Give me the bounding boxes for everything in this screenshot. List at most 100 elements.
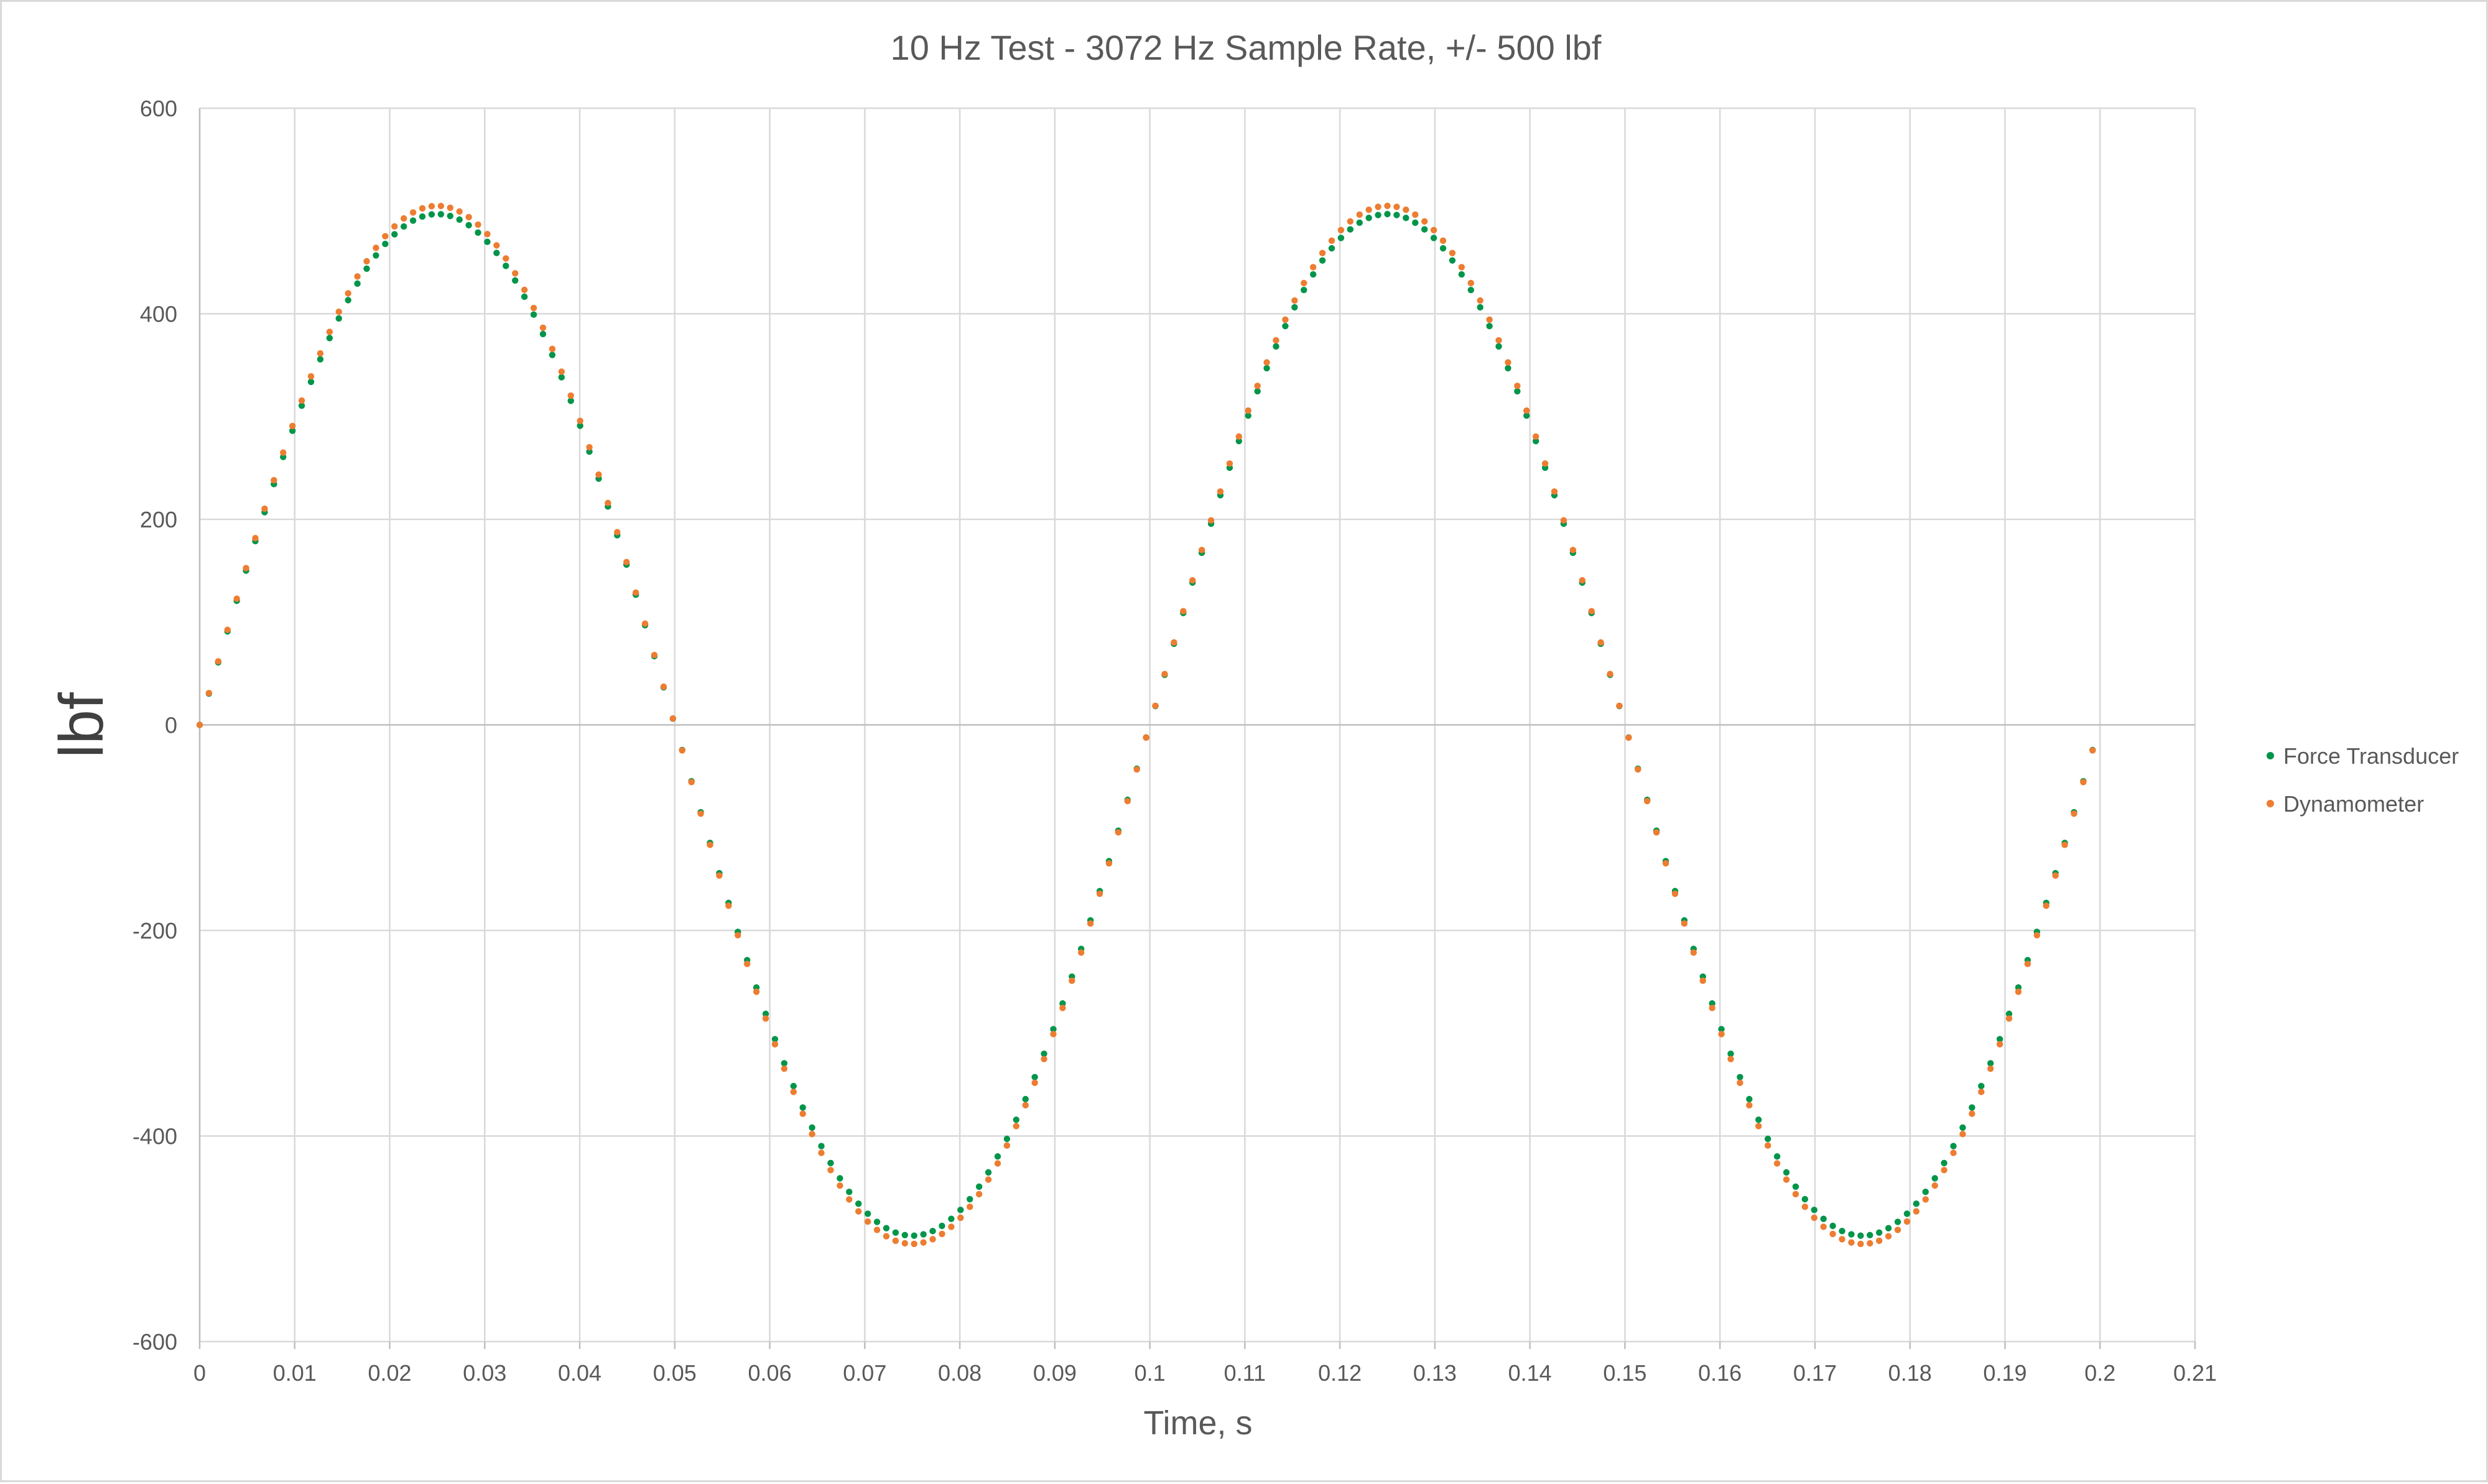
data-point (743, 960, 751, 968)
data-point (1365, 206, 1372, 213)
data-point (530, 305, 537, 312)
data-point (846, 1189, 853, 1195)
data-point (1347, 218, 1354, 225)
data-point (475, 229, 481, 236)
data-point (873, 1218, 881, 1225)
data-point (1718, 1031, 1725, 1037)
data-point (1430, 226, 1437, 234)
data-point (939, 1222, 945, 1230)
data-point (382, 241, 389, 248)
data-point (1337, 226, 1345, 234)
data-point (1263, 359, 1270, 366)
data-point (1245, 407, 1251, 414)
data-point (1439, 237, 1447, 244)
data-point (456, 216, 463, 223)
data-point (1282, 316, 1289, 323)
data-point (1301, 279, 1307, 287)
data-point (1690, 949, 1697, 956)
data-point (2024, 960, 2031, 968)
data-point (1625, 734, 1632, 741)
data-point (864, 1218, 871, 1225)
data-point (1171, 639, 1177, 646)
data-point (252, 534, 259, 542)
data-point (994, 1160, 1001, 1167)
y-tick-label: -200 (132, 918, 177, 944)
data-point (967, 1203, 973, 1210)
data-point (901, 1231, 908, 1239)
data-point (985, 1176, 992, 1183)
data-point (326, 328, 333, 335)
data-point (1458, 271, 1465, 278)
data-point (809, 1131, 815, 1138)
data-point (837, 1182, 843, 1189)
data-point (1059, 1000, 1066, 1007)
data-point (651, 651, 658, 659)
data-point (985, 1169, 992, 1176)
x-tick-label: 0.02 (368, 1360, 411, 1386)
data-point (456, 208, 463, 215)
data-point (1273, 336, 1279, 344)
legend-marker (2267, 752, 2274, 759)
data-point (2071, 810, 2077, 817)
data-point (326, 335, 333, 341)
data-point (697, 810, 704, 817)
data-point (530, 311, 537, 318)
data-point (243, 565, 249, 572)
data-point (929, 1236, 936, 1243)
data-point (1773, 1153, 1781, 1160)
data-point (1226, 460, 1233, 467)
y-tick-label: -600 (132, 1329, 177, 1355)
y-tick-label: 200 (140, 507, 177, 532)
axis-layer (198, 108, 2196, 1349)
data-point (605, 499, 611, 506)
data-point (781, 1065, 788, 1072)
data-point (1792, 1190, 1799, 1198)
data-point (790, 1088, 797, 1095)
label-layer: 0 0.01 0.02 0.03 0.04 0.05 0.06 0.07 0.08 0.09 0.1… (132, 96, 2217, 1386)
y-tick-label: -400 (132, 1124, 177, 1149)
data-point (512, 270, 519, 277)
data-point (707, 842, 713, 848)
x-tick-label: 0.19 (1983, 1360, 2026, 1386)
data-point (1189, 577, 1196, 584)
data-point (1022, 1096, 1029, 1103)
data-point (827, 1167, 834, 1174)
data-point (1829, 1222, 1836, 1230)
data-point (892, 1237, 899, 1245)
x-tick-label: 0.03 (463, 1360, 506, 1386)
data-point (521, 293, 528, 300)
data-point (558, 374, 565, 381)
data-point (2043, 902, 2049, 909)
data-point (873, 1227, 881, 1233)
data-point (1523, 407, 1530, 414)
data-point (1421, 218, 1428, 225)
data-point (1384, 202, 1391, 210)
data-point (762, 1010, 769, 1018)
data-point (465, 213, 472, 221)
data-point (799, 1104, 806, 1111)
data-point (1505, 359, 1511, 366)
data-point (1718, 1026, 1725, 1032)
data-point (753, 988, 760, 995)
legend-marker (2267, 800, 2274, 807)
data-point (1533, 433, 1539, 440)
data-point (1105, 860, 1113, 867)
data-point (1403, 215, 1409, 221)
data-point (641, 620, 649, 627)
data-point (892, 1229, 899, 1236)
data-point (1875, 1237, 1883, 1245)
series-dynamometer (196, 202, 2096, 1248)
data-point (1941, 1167, 1947, 1174)
data-point (1541, 460, 1549, 467)
data-point (1709, 1004, 1715, 1011)
data-point (827, 1159, 834, 1167)
data-point (1291, 297, 1298, 304)
data-point (1903, 1218, 1911, 1225)
data-point (1069, 977, 1075, 985)
data-point (1801, 1203, 1809, 1210)
x-tick-label: 0.07 (843, 1360, 886, 1386)
data-point (1848, 1231, 1855, 1238)
data-point (391, 231, 398, 238)
